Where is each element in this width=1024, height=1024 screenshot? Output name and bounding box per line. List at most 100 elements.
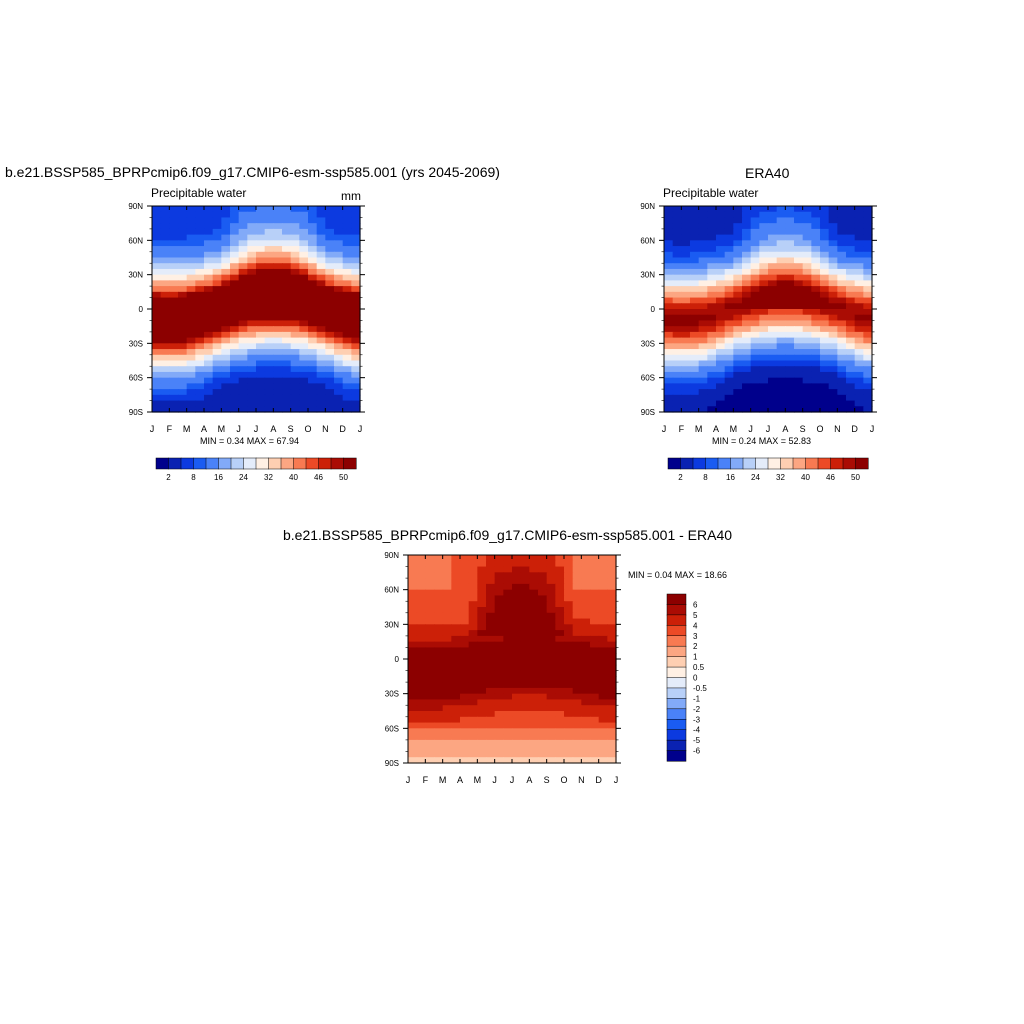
field-cell [264,349,274,356]
field-cell [590,601,600,608]
field-cell [273,377,283,384]
field-cell [598,607,608,614]
field-cell [863,251,873,259]
field-cell [494,722,504,729]
field-cell [186,206,196,213]
field-cell [186,314,196,322]
field-cell [828,303,838,310]
field-cell [195,280,205,287]
field-cell [854,291,864,299]
field-cell [529,607,539,614]
field-cell [282,349,292,356]
field-cell [273,257,283,264]
field-cell [811,280,821,287]
field-cell [442,630,452,637]
field-cell [863,337,873,344]
y-tick-label: 60S [129,374,143,383]
field-cell [546,560,556,568]
field-cell [520,687,530,695]
colorbar-box [243,457,257,470]
field-cell [204,211,214,219]
field-cell [308,394,318,402]
field-cell [503,578,513,585]
field-cell [802,286,812,293]
field-cell [742,240,752,247]
field-cell [802,291,812,299]
field-cell [477,555,487,562]
field-cell [152,246,162,253]
field-cell [351,331,361,339]
field-cell [334,406,344,413]
field-cell [590,589,600,597]
field-cell [529,739,539,747]
field-cell [442,635,452,643]
field-cell [152,377,162,384]
field-cell [442,716,452,724]
field-cell [607,722,617,729]
colorbar-box [755,457,769,470]
field-cell [282,211,292,219]
field-cell [707,389,717,396]
field-cell [681,263,691,270]
field-cell [520,572,530,579]
field-cell [486,659,496,666]
field-cell [230,394,240,402]
colorbar-box [155,457,170,470]
field-cell [776,206,786,213]
field-cell [698,389,708,396]
field-cell [316,383,326,390]
field-cell [854,234,864,241]
field-cell [759,366,769,373]
field-cell [204,223,214,230]
field-cell [351,223,361,230]
field-cell [494,601,504,608]
field-cell [416,635,426,643]
field-cell [416,583,426,591]
field-cell [264,337,274,344]
field-cell [572,670,582,677]
colorbar-box [792,457,807,470]
field-cell [716,337,726,344]
field-cell [256,206,266,213]
field-cell [247,371,257,379]
field-cell [152,206,162,213]
field-cell [351,291,361,299]
field-cell [299,377,309,384]
field-cell [416,734,426,741]
field-cell [811,360,821,367]
field-cell [256,389,266,396]
field-cell [460,589,470,597]
field-cell [546,757,556,764]
field-cell [759,343,769,350]
field-cell [169,223,179,230]
field-cell [520,751,530,758]
field-cell [460,555,470,562]
field-cell [460,734,470,741]
field-cell [416,687,426,695]
field-cell [811,257,821,264]
field-cell [152,268,162,276]
field-cell [529,624,539,631]
field-cell [837,211,847,219]
field-cell [681,371,691,379]
field-cell [169,217,179,224]
field-cell [316,280,326,287]
field-cell [520,641,530,649]
field-cell [707,211,717,219]
field-cell [546,722,556,729]
field-cell [828,314,838,322]
field-cell [512,630,522,637]
field-cell [299,366,309,373]
field-cell [264,394,274,402]
field-cell [716,400,726,407]
field-cell [698,377,708,384]
field-cell [221,394,231,402]
field-cell [325,406,335,413]
field-cell [247,366,257,373]
x-tick-label: F [423,775,429,785]
field-cell [308,366,318,373]
field-cell [820,234,830,241]
field-cell [316,251,326,259]
field-cell [442,641,452,649]
field-cell [776,228,786,236]
